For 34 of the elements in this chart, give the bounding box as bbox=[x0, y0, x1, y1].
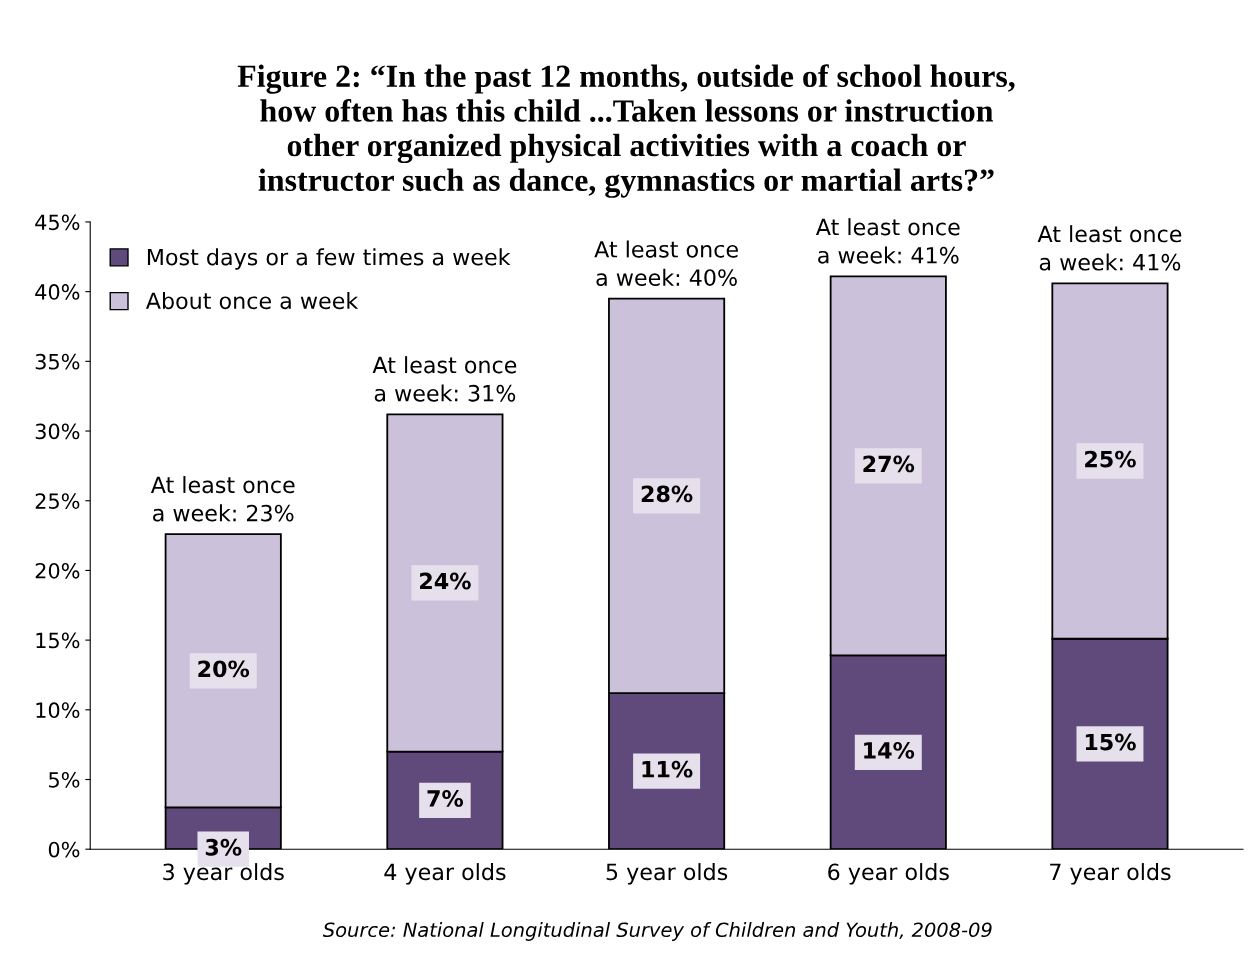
x-tick-label: 4 year olds bbox=[384, 863, 506, 885]
data-label: 20% bbox=[198, 660, 250, 678]
source-note: Source: National Longitudinal Survey of Children and Youth, 2008-09 bbox=[322, 922, 992, 941]
data-label: 11% bbox=[642, 760, 693, 778]
y-tick-label: 45% bbox=[35, 214, 80, 231]
data-label: 14% bbox=[864, 741, 915, 759]
total-label: At least once a week: 31% bbox=[372, 356, 517, 402]
total-label: At least once a week: 41% bbox=[815, 218, 960, 264]
y-tick-label: 10% bbox=[36, 702, 80, 719]
legend-label: About once a week bbox=[145, 291, 359, 310]
y-tick-label: 25% bbox=[35, 493, 80, 509]
y-tick-label: 20% bbox=[35, 562, 80, 579]
data-label: 7% bbox=[427, 790, 464, 807]
data-label: 25% bbox=[1085, 450, 1136, 468]
y-tick-label: 30% bbox=[35, 423, 80, 440]
x-tick-label: 3 year olds bbox=[163, 863, 284, 885]
data-label: 24% bbox=[420, 572, 471, 590]
y-tick-label: 35% bbox=[35, 353, 80, 370]
chart-title: Figure 2: “In the past 12 months, outside of school hours, how often has this child ...Taken lessons or instruction other organized physical activities with a coach or instructor such as dance, gymnastics or martial arts?” bbox=[237, 64, 1015, 198]
data-label: 15% bbox=[1085, 733, 1136, 751]
total-label: At least once a week: 41% bbox=[1037, 225, 1182, 271]
total-label: At least once a week: 23% bbox=[150, 476, 295, 522]
y-tick-label: 15% bbox=[36, 632, 80, 649]
data-label: 28% bbox=[641, 485, 693, 503]
data-label: 3% bbox=[205, 838, 242, 856]
x-tick-label: 7 year olds bbox=[1050, 863, 1171, 885]
data-label: 27% bbox=[863, 455, 915, 473]
y-tick-label: 5% bbox=[49, 771, 80, 788]
x-tick-label: 5 year olds bbox=[606, 863, 728, 885]
legend-label: Most days or a few times a week bbox=[147, 248, 511, 270]
y-tick-label: 0% bbox=[48, 841, 80, 858]
total-label: At least once a week: 40% bbox=[594, 240, 738, 286]
y-tick-label: 40% bbox=[35, 284, 80, 300]
x-tick-label: 6 year olds bbox=[828, 863, 949, 885]
